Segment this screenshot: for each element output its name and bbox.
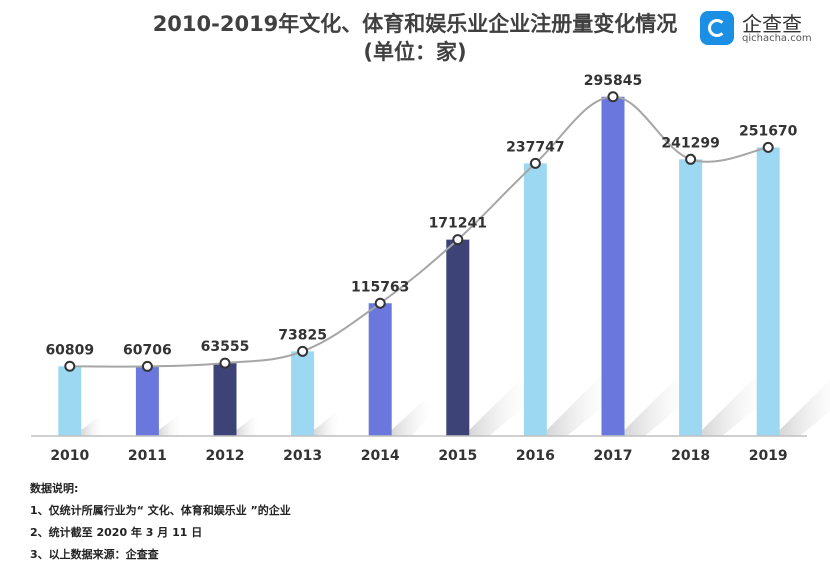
bar-shadow-2012 bbox=[236, 415, 261, 436]
chart-title-unit: (单位：家) bbox=[363, 40, 467, 64]
data-label-2014: 115763 bbox=[351, 279, 409, 295]
data-label-2010: 60809 bbox=[45, 342, 94, 358]
bar-2014 bbox=[368, 303, 392, 436]
point-2013 bbox=[297, 345, 309, 357]
data-label-2015: 171241 bbox=[429, 216, 487, 232]
bar-shadow-2018 bbox=[702, 376, 775, 436]
point-2018 bbox=[685, 153, 697, 165]
logo-domain: qichacha.com bbox=[742, 33, 812, 44]
data-notes: 数据说明: 1、仅统计所属行业为“ 文化、体育和娱乐业 ”的企业 2、统计截至 … bbox=[30, 478, 291, 566]
x-tick-label-2010: 2010 bbox=[50, 448, 89, 464]
x-tick-label-2013: 2013 bbox=[283, 448, 322, 464]
chart-title-line1: 2010-2019年文化、体育和娱乐业企业注册量变化情况 bbox=[152, 12, 678, 36]
bar-2017 bbox=[601, 96, 625, 436]
bar-2015 bbox=[446, 239, 470, 436]
x-tick-label-2014: 2014 bbox=[361, 448, 400, 464]
logo-name: 企查查 bbox=[742, 12, 802, 36]
x-tick-label-2016: 2016 bbox=[516, 448, 555, 464]
point-2015 bbox=[452, 234, 464, 246]
note-item-3: 3、以上数据来源：企查查 bbox=[30, 548, 159, 561]
data-label-2019: 251670 bbox=[739, 123, 798, 139]
x-tick-label-2015: 2015 bbox=[438, 448, 477, 464]
bar-shadow-2014 bbox=[391, 398, 437, 436]
bar-2016 bbox=[523, 163, 547, 437]
bar-2013 bbox=[291, 351, 315, 436]
bar-shadow-2016 bbox=[546, 376, 619, 436]
bar-shadow-2017 bbox=[624, 376, 697, 436]
x-tick-label-2018: 2018 bbox=[671, 448, 710, 464]
bar-2010 bbox=[58, 366, 82, 436]
qichacha-logo-icon bbox=[700, 11, 734, 45]
point-2012 bbox=[219, 357, 231, 369]
data-label-2017: 295845 bbox=[584, 73, 642, 89]
bar-shadow-2011 bbox=[158, 416, 183, 436]
data-label-2018: 241299 bbox=[661, 135, 719, 151]
bar-2012 bbox=[213, 363, 237, 436]
point-2016 bbox=[529, 157, 541, 169]
point-2014 bbox=[374, 297, 386, 309]
data-label-2013: 73825 bbox=[278, 327, 327, 343]
x-tick-label-2011: 2011 bbox=[128, 448, 167, 464]
point-2019 bbox=[762, 141, 774, 153]
data-label-2012: 63555 bbox=[201, 339, 250, 355]
trend-line bbox=[69, 95, 769, 368]
x-tick-label-2019: 2019 bbox=[749, 448, 788, 464]
bar-shadow-2013 bbox=[314, 412, 343, 436]
qichacha-logo: 企查查 qichacha.com bbox=[700, 8, 825, 48]
point-2010 bbox=[64, 360, 76, 372]
x-tick-label-2017: 2017 bbox=[594, 448, 633, 464]
bar-2019 bbox=[756, 147, 780, 436]
bar-chart: 60809 2010 60706 2011 63555 2012 73825 2013 1157… bbox=[31, 73, 830, 464]
notes-heading: 数据说明: bbox=[30, 482, 79, 495]
bar-shadow-2015 bbox=[469, 381, 536, 436]
note-item-1: 1、仅统计所属行业为“ 文化、体育和娱乐业 ”的企业 bbox=[30, 504, 291, 517]
x-tick-label-2012: 2012 bbox=[206, 448, 245, 464]
bar-shadow-2010 bbox=[81, 416, 105, 436]
bar-2018 bbox=[679, 159, 703, 436]
chart-title: 2010-2019年文化、体育和娱乐业企业注册量变化情况 (单位：家) bbox=[0, 10, 830, 66]
note-item-2: 2、统计截至 2020 年 3 月 11 日 bbox=[30, 526, 203, 539]
bar-2011 bbox=[135, 366, 159, 436]
data-label-2016: 237747 bbox=[506, 139, 564, 155]
bar-shadow-2019 bbox=[779, 379, 830, 436]
data-label-2011: 60706 bbox=[123, 342, 172, 358]
point-2017 bbox=[607, 91, 619, 103]
point-2011 bbox=[141, 360, 153, 372]
